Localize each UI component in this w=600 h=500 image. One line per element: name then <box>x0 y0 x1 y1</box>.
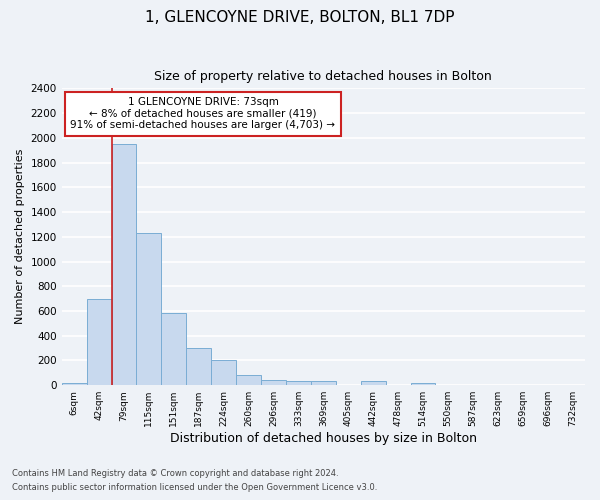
Text: 1, GLENCOYNE DRIVE, BOLTON, BL1 7DP: 1, GLENCOYNE DRIVE, BOLTON, BL1 7DP <box>145 10 455 25</box>
Bar <box>186 348 211 385</box>
Bar <box>261 380 286 385</box>
Bar <box>410 382 436 385</box>
Bar <box>236 376 261 385</box>
Bar <box>161 314 186 385</box>
Bar <box>361 381 386 385</box>
Text: Contains HM Land Registry data © Crown copyright and database right 2024.: Contains HM Land Registry data © Crown c… <box>12 468 338 477</box>
Bar <box>136 233 161 385</box>
Bar <box>112 144 136 385</box>
Text: Contains public sector information licensed under the Open Government Licence v3: Contains public sector information licen… <box>12 484 377 492</box>
Bar <box>62 384 86 385</box>
Y-axis label: Number of detached properties: Number of detached properties <box>15 149 25 324</box>
X-axis label: Distribution of detached houses by size in Bolton: Distribution of detached houses by size … <box>170 432 477 445</box>
Bar <box>86 298 112 385</box>
Bar <box>311 381 336 385</box>
Text: 1 GLENCOYNE DRIVE: 73sqm
← 8% of detached houses are smaller (419)
91% of semi-d: 1 GLENCOYNE DRIVE: 73sqm ← 8% of detache… <box>70 97 335 130</box>
Bar <box>211 360 236 385</box>
Title: Size of property relative to detached houses in Bolton: Size of property relative to detached ho… <box>154 70 492 83</box>
Bar <box>286 381 311 385</box>
